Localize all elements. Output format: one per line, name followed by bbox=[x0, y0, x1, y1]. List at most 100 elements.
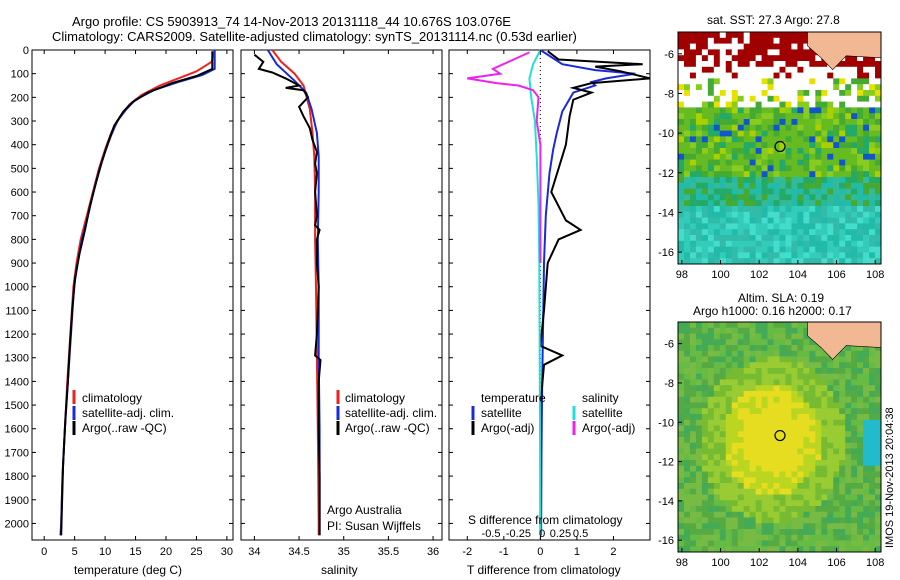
map-cell bbox=[678, 240, 685, 247]
map-cell bbox=[821, 252, 828, 259]
map-cell bbox=[791, 148, 798, 155]
map-cell bbox=[773, 368, 780, 375]
map-cell bbox=[773, 217, 780, 224]
map-cell bbox=[683, 55, 691, 62]
map-cell bbox=[695, 350, 703, 357]
map-cell bbox=[678, 396, 685, 403]
map-cell bbox=[809, 414, 816, 421]
map-cell bbox=[749, 333, 757, 340]
map-cell bbox=[695, 61, 703, 68]
map-y-tick-label: -6 bbox=[664, 339, 674, 351]
map-cell bbox=[695, 414, 703, 421]
map-cell bbox=[869, 345, 876, 352]
map-cell bbox=[755, 130, 762, 137]
map-cell bbox=[803, 362, 810, 369]
y-tick-label: 0 bbox=[23, 45, 29, 57]
map-cell bbox=[737, 101, 745, 108]
map-cell bbox=[678, 84, 685, 91]
map-cell bbox=[725, 529, 733, 536]
map-cell bbox=[707, 333, 715, 340]
map-cell bbox=[713, 165, 721, 172]
map-cell bbox=[839, 200, 846, 207]
map-cell bbox=[815, 437, 822, 444]
map-cell bbox=[707, 425, 715, 432]
map-cell bbox=[797, 477, 804, 484]
map-cell bbox=[863, 414, 870, 421]
map-cell bbox=[749, 402, 757, 409]
map-cell bbox=[725, 523, 733, 530]
map-cell bbox=[695, 223, 703, 230]
map-cell bbox=[821, 206, 828, 213]
map-cell bbox=[863, 448, 870, 455]
map-cell bbox=[743, 529, 751, 536]
map-cell bbox=[701, 211, 709, 218]
map-cell bbox=[683, 206, 691, 213]
map-cell bbox=[857, 391, 864, 398]
map-cell bbox=[719, 350, 727, 357]
map-cell bbox=[827, 66, 834, 73]
map-cell bbox=[851, 130, 858, 137]
map-cell bbox=[683, 431, 691, 438]
map-cell bbox=[821, 240, 828, 247]
map-cell bbox=[773, 460, 780, 467]
map-cell bbox=[678, 223, 685, 230]
map-cell bbox=[743, 223, 751, 230]
map-cell bbox=[815, 107, 822, 114]
map-cell bbox=[863, 517, 870, 524]
map-cell bbox=[737, 188, 745, 195]
map-cell bbox=[713, 61, 721, 68]
map-cell bbox=[719, 246, 727, 253]
map-cell bbox=[815, 206, 822, 213]
map-cell bbox=[809, 511, 816, 518]
map-cell bbox=[851, 206, 858, 213]
map-cell bbox=[725, 78, 733, 85]
map-cell bbox=[791, 153, 798, 160]
map-cell bbox=[767, 188, 774, 195]
map-cell bbox=[773, 61, 780, 68]
map-cell bbox=[767, 240, 774, 247]
map-cell bbox=[683, 171, 691, 178]
map-cell bbox=[851, 124, 858, 131]
map-cell bbox=[713, 425, 721, 432]
map-cell bbox=[833, 529, 840, 536]
map-cell bbox=[875, 136, 882, 143]
series-line bbox=[253, 53, 322, 536]
map-cell bbox=[827, 488, 834, 495]
map-cell bbox=[809, 206, 816, 213]
map-cell bbox=[719, 240, 727, 247]
map-cell bbox=[678, 425, 685, 432]
map-cell bbox=[821, 136, 828, 143]
map-cell bbox=[678, 49, 685, 56]
map-cell bbox=[701, 119, 709, 126]
map-cell bbox=[725, 379, 733, 386]
map-cell bbox=[827, 540, 834, 547]
map-cell bbox=[809, 153, 816, 160]
map-cell bbox=[851, 350, 858, 357]
map-cell bbox=[713, 188, 721, 195]
map-cell bbox=[749, 130, 757, 137]
map-cell bbox=[833, 194, 840, 201]
map-cell bbox=[857, 124, 864, 131]
map-cell bbox=[755, 454, 762, 461]
map-cell bbox=[713, 153, 721, 160]
map-cell bbox=[797, 465, 804, 472]
map-cell bbox=[839, 206, 846, 213]
map-cell bbox=[833, 460, 840, 467]
map-cell bbox=[839, 368, 846, 375]
map-cell bbox=[749, 419, 757, 426]
map-cell bbox=[797, 534, 804, 541]
map-x-tick-label: 106 bbox=[827, 269, 845, 281]
map-cell bbox=[683, 362, 691, 369]
map-cell bbox=[755, 37, 762, 44]
map-cell bbox=[851, 188, 858, 195]
map-cell bbox=[683, 483, 691, 490]
map-cell bbox=[845, 460, 852, 467]
map-cell bbox=[695, 345, 703, 352]
map-cell bbox=[779, 229, 786, 236]
map-cell bbox=[833, 136, 840, 143]
map-cell bbox=[857, 61, 864, 68]
map-cell bbox=[678, 61, 685, 68]
map-cell bbox=[809, 101, 816, 108]
map-cell bbox=[678, 78, 685, 85]
map-cell bbox=[785, 32, 792, 39]
